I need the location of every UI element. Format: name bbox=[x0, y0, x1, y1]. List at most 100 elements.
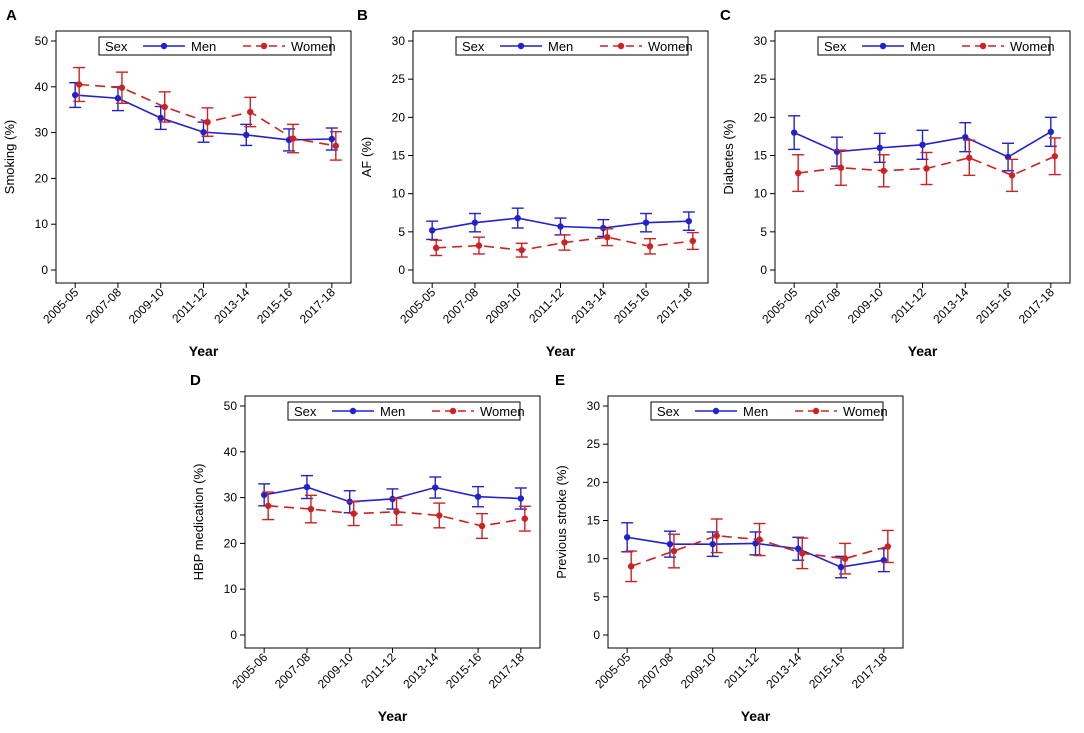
x-tick-label: 2005-05 bbox=[592, 650, 633, 691]
legend-marker-men bbox=[160, 42, 168, 50]
data-point bbox=[518, 246, 525, 254]
series-men bbox=[426, 207, 695, 241]
data-point bbox=[328, 135, 336, 143]
data-point bbox=[966, 154, 973, 161]
y-tick-label: 25 bbox=[754, 72, 768, 86]
data-point bbox=[436, 512, 443, 519]
legend: Sex Men Women bbox=[98, 36, 336, 56]
x-tick-label: 2015-16 bbox=[611, 285, 652, 326]
x-axis-title: Year bbox=[378, 708, 408, 724]
series-women bbox=[73, 66, 342, 161]
data-point bbox=[689, 237, 697, 245]
series-women bbox=[792, 137, 1061, 193]
legend-label-women: Women bbox=[1010, 39, 1055, 54]
legend-title: Sex bbox=[105, 39, 128, 54]
legend-label-women: Women bbox=[843, 404, 888, 419]
y-tick-label: 40 bbox=[35, 80, 49, 94]
legend-marker-women bbox=[617, 42, 625, 50]
data-point bbox=[521, 515, 529, 522]
y-tick-label: 20 bbox=[587, 475, 601, 489]
panel-e: E 0 5 10 15 20 25 30 2005-05 2007-08 2009-10 2011-1… bbox=[554, 372, 904, 724]
series-women bbox=[625, 518, 894, 583]
x-axis-title: Year bbox=[546, 343, 576, 359]
data-point bbox=[307, 505, 315, 513]
legend-title: Sex bbox=[462, 39, 485, 54]
y-tick-label: 20 bbox=[35, 171, 49, 185]
y-tick-label: 30 bbox=[35, 126, 49, 140]
y-tick-label: 5 bbox=[593, 590, 600, 604]
x-tick-label: 2015-16 bbox=[443, 650, 484, 691]
legend-marker-men bbox=[879, 42, 887, 50]
plot-frame bbox=[244, 395, 541, 649]
data-point bbox=[243, 131, 250, 139]
data-point bbox=[514, 214, 521, 222]
y-axis-title: Previous stroke (%) bbox=[554, 465, 569, 578]
y-tick-label: 0 bbox=[41, 263, 48, 277]
y-tick-label: 25 bbox=[587, 437, 601, 451]
y-tick-label: 50 bbox=[224, 399, 238, 413]
legend-label-women: Women bbox=[648, 39, 693, 54]
x-tick-label: 2017-18 bbox=[849, 650, 890, 691]
y-tick-label: 40 bbox=[224, 445, 238, 459]
legend-title: Sex bbox=[657, 404, 680, 419]
data-point bbox=[709, 540, 716, 548]
y-tick-label: 0 bbox=[760, 263, 767, 277]
y-tick-label: 10 bbox=[754, 187, 768, 201]
x-tick-label: 2005-05 bbox=[40, 285, 81, 326]
x-tick-label: 2009-10 bbox=[678, 650, 719, 691]
legend: Sex Men Women bbox=[287, 401, 525, 421]
series-men bbox=[788, 115, 1057, 172]
data-point bbox=[837, 164, 845, 171]
legend-marker-men bbox=[349, 407, 357, 415]
data-point bbox=[713, 532, 720, 539]
x-tick-label: 2017-18 bbox=[654, 285, 695, 326]
legend-label-men: Men bbox=[743, 404, 768, 419]
data-point bbox=[880, 167, 887, 174]
data-point bbox=[350, 510, 357, 517]
legend: Sex Men Women bbox=[817, 36, 1055, 56]
data-point bbox=[471, 219, 479, 226]
panel-letter: D bbox=[190, 372, 201, 389]
legend-marker-women bbox=[979, 42, 987, 50]
y-tick-label: 15 bbox=[754, 149, 768, 163]
x-tick-label: 2007-08 bbox=[440, 285, 481, 326]
x-axis-title: Year bbox=[741, 708, 771, 724]
data-point bbox=[841, 555, 849, 562]
data-point bbox=[627, 563, 635, 570]
panel-d: D 0 10 20 30 40 50 2005-06 2007-08 2009-10 2011-12… bbox=[190, 372, 541, 724]
legend-label-men: Men bbox=[191, 39, 216, 54]
x-tick-label: 2013-14 bbox=[211, 285, 252, 326]
x-tick-label: 2009-10 bbox=[126, 285, 167, 326]
x-tick-label: 2015-16 bbox=[806, 650, 847, 691]
legend-title: Sex bbox=[294, 404, 317, 419]
data-point bbox=[670, 547, 678, 555]
x-tick-label: 2013-14 bbox=[930, 285, 971, 326]
y-tick-label: 5 bbox=[398, 225, 405, 239]
legend-box bbox=[98, 36, 332, 56]
x-tick-label: 2009-10 bbox=[483, 285, 524, 326]
x-tick-label: 2007-08 bbox=[802, 285, 843, 326]
y-axis-title: AF (%) bbox=[359, 137, 374, 177]
y-tick-label: 10 bbox=[587, 552, 601, 566]
panel-a: A 0 10 20 30 40 50 2005-05 2007-08 2009-10 2011-12… bbox=[2, 7, 352, 359]
data-point bbox=[260, 491, 268, 499]
data-point bbox=[557, 223, 564, 230]
data-point bbox=[790, 129, 798, 136]
data-point bbox=[428, 227, 436, 234]
data-point bbox=[919, 141, 926, 149]
data-point bbox=[118, 84, 126, 91]
legend-box bbox=[817, 36, 1051, 56]
data-point bbox=[876, 144, 883, 152]
legend-marker-men bbox=[712, 407, 720, 415]
data-point bbox=[646, 243, 654, 250]
data-point bbox=[432, 244, 440, 252]
x-tick-label: 2017-18 bbox=[297, 285, 338, 326]
data-point bbox=[794, 169, 802, 177]
data-point bbox=[247, 108, 254, 116]
data-point bbox=[561, 239, 568, 246]
data-point bbox=[114, 95, 122, 102]
x-tick-label: 2017-18 bbox=[486, 650, 527, 691]
legend-label-men: Men bbox=[910, 39, 935, 54]
legend: Sex Men Women bbox=[455, 36, 693, 56]
